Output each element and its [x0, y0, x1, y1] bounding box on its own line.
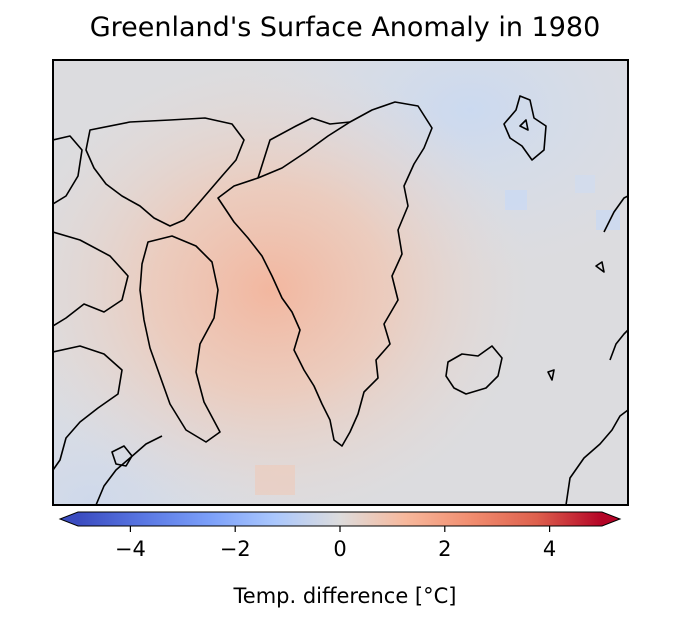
warm-grid-cell — [255, 465, 295, 495]
hudson-bay-coastline — [53, 345, 123, 471]
small-island — [547, 369, 555, 381]
greenland-north-lobe — [257, 117, 351, 179]
ellesmere-island-coastline — [85, 117, 245, 227]
colorbar-tick-label: 2 — [438, 537, 451, 561]
small-island — [519, 119, 529, 131]
colorbar-label: Temp. difference [°C] — [233, 584, 457, 608]
colorbar-body — [78, 512, 602, 526]
arctic-archipelago-south — [53, 231, 129, 327]
colorbar-tick-label: −4 — [115, 537, 146, 561]
colorbar-extend-max — [602, 512, 620, 526]
map-border — [52, 59, 629, 506]
novaya-zemlya-coastline — [609, 329, 628, 361]
cool-grid-cell — [505, 190, 527, 210]
small-island — [595, 261, 605, 273]
colorbar-tick-label: 0 — [333, 537, 346, 561]
coastlines — [53, 95, 628, 505]
southampton-island-coastline — [111, 445, 133, 467]
greenland-coastline — [217, 101, 433, 447]
svalbard-coastline — [503, 95, 547, 161]
colorbar-extend-min — [60, 512, 78, 526]
colorbar-tick-label: 4 — [543, 537, 556, 561]
colorbar-scale: −4 −2 0 2 4 — [58, 511, 622, 561]
colorbar-outline — [58, 511, 622, 527]
colorbar-tick-label: −2 — [220, 537, 251, 561]
baffin-island-coastline — [139, 235, 221, 443]
arctic-archipelago-west — [53, 135, 83, 205]
cool-grid-cell — [575, 175, 595, 193]
chart-title: Greenland's Surface Anomaly in 1980 — [89, 12, 601, 43]
labrador-coastline — [95, 435, 163, 505]
iceland-coastline — [445, 345, 503, 395]
cool-grid-cell — [596, 210, 620, 230]
norway-coastline — [565, 409, 628, 505]
scandinavia-north-coastline — [603, 195, 628, 233]
